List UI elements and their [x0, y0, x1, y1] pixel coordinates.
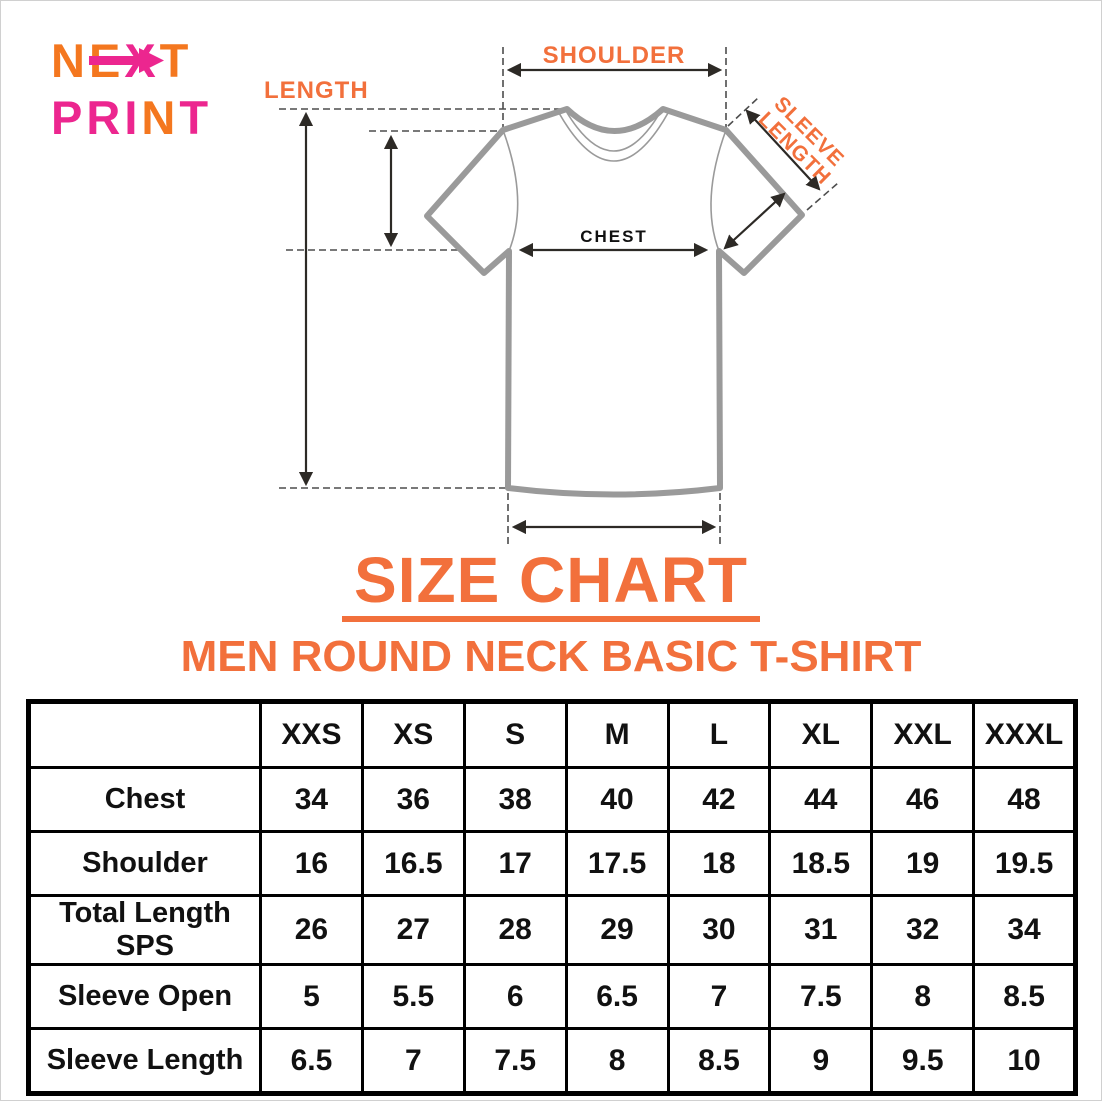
- size-column-header: XXXL: [972, 700, 1077, 769]
- size-column-header: XL: [768, 700, 874, 769]
- size-value-cell: 30: [666, 894, 772, 966]
- page-subtitle: MEN ROUND NECK BASIC T-SHIRT: [180, 632, 922, 681]
- size-column-header: XXS: [259, 700, 364, 769]
- collar-outer-line: [558, 112, 669, 162]
- size-value-cell: 7.5: [462, 1027, 568, 1095]
- size-value-cell: 18: [666, 830, 772, 897]
- measurement-arrows: [298, 62, 821, 535]
- size-value-cell: 28: [462, 894, 568, 966]
- sleeve-open-arrow: [723, 192, 786, 250]
- size-value-cell: 8: [870, 963, 976, 1030]
- size-value-cell: 17: [462, 830, 568, 897]
- brand-name-next: NEXT: [51, 35, 192, 87]
- table-row: Total Length SPS 26 27 28 29 30 31 32 34: [27, 894, 1077, 966]
- size-value-cell: 40: [564, 766, 670, 833]
- row-label: Total Length SPS: [27, 894, 262, 966]
- brand-arrow-icon: [89, 56, 141, 65]
- brand-arrow-head-icon: [139, 48, 164, 73]
- corner-cell: [27, 700, 262, 769]
- size-value-cell: 8.5: [972, 963, 1077, 1030]
- armhole-seam-right: [710, 129, 727, 252]
- size-value-cell: 9: [768, 1027, 874, 1095]
- page-title: SIZE CHART: [342, 548, 760, 622]
- size-value-cell: 19.5: [972, 830, 1077, 897]
- table-row: Chest 34 36 38 40 42 44 46 48: [27, 766, 1077, 833]
- size-value-cell: 17.5: [564, 830, 670, 897]
- row-label: Sleeve Open: [27, 963, 262, 1030]
- size-value-cell: 5.5: [360, 963, 466, 1030]
- size-table: XXS XS S M L XL XXL XXXL Chest 34 36 38 40 42 44 46 48 S…: [26, 699, 1078, 1096]
- size-value-cell: 18.5: [768, 830, 874, 897]
- size-column-header: XS: [360, 700, 466, 769]
- sleeve-length-arrow: [745, 109, 821, 191]
- tshirt-body-shape: [424, 106, 805, 498]
- size-value-cell: 7: [666, 963, 772, 1030]
- chest-label: CHEST: [580, 227, 648, 246]
- size-value-cell: 5: [259, 963, 364, 1030]
- size-value-cell: 8.5: [666, 1027, 772, 1095]
- row-label: Chest: [27, 766, 262, 833]
- size-table-body: Chest 34 36 38 40 42 44 46 48 Shoulder 16 16.5 17 17.…: [27, 766, 1077, 1095]
- size-value-cell: 6.5: [259, 1027, 364, 1095]
- table-row: Sleeve Open 5 5.5 6 6.5 7 7.5 8 8.5: [27, 963, 1077, 1030]
- size-value-cell: 34: [972, 894, 1077, 966]
- size-value-cell: 7: [360, 1027, 466, 1095]
- dashed-guide-line: [806, 182, 839, 211]
- size-value-cell: 26: [259, 894, 364, 966]
- size-value-cell: 44: [768, 766, 874, 833]
- size-value-cell: 38: [462, 766, 568, 833]
- dashed-guides: [279, 47, 839, 544]
- size-value-cell: 6.5: [564, 963, 670, 1030]
- tshirt-outline: [424, 106, 805, 498]
- size-value-cell: 10: [972, 1027, 1077, 1095]
- size-value-cell: 16: [259, 830, 364, 897]
- size-column-header: XXL: [870, 700, 976, 769]
- row-label: Sleeve Length: [27, 1027, 262, 1095]
- size-column-header: S: [462, 700, 568, 769]
- tshirt-measurement-diagram: SHOULDER LENGTH CHEST SLEEVE LENGTH: [264, 42, 849, 544]
- size-value-cell: 48: [972, 766, 1077, 833]
- size-value-cell: 31: [768, 894, 874, 966]
- table-row: Shoulder 16 16.5 17 17.5 18 18.5 19 19.5: [27, 830, 1077, 897]
- size-value-cell: 9.5: [870, 1027, 976, 1095]
- size-value-cell: 7.5: [768, 963, 874, 1030]
- size-value-cell: 27: [360, 894, 466, 966]
- armhole-seam-left: [502, 129, 519, 252]
- size-value-cell: 36: [360, 766, 466, 833]
- size-table-header: XXS XS S M L XL XXL XXXL: [27, 700, 1077, 769]
- dashed-guide-line: [727, 97, 759, 127]
- title-block: SIZE CHART MEN ROUND NECK BASIC T-SHIRT: [1, 548, 1101, 679]
- size-value-cell: 19: [870, 830, 976, 897]
- size-value-cell: 6: [462, 963, 568, 1030]
- collar-inner-line: [565, 110, 662, 152]
- table-row: Sleeve Length 6.5 7 7.5 8 8.5 9 9.5 10: [27, 1027, 1077, 1095]
- brand-name-print: PRINT: [51, 91, 212, 144]
- length-label: LENGTH: [264, 77, 369, 104]
- size-value-cell: 46: [870, 766, 976, 833]
- size-column-header: M: [564, 700, 670, 769]
- row-label: Shoulder: [27, 830, 262, 897]
- size-column-header: L: [666, 700, 772, 769]
- size-value-cell: 16.5: [360, 830, 466, 897]
- size-value-cell: 34: [259, 766, 364, 833]
- shoulder-label: SHOULDER: [543, 42, 686, 69]
- size-value-cell: 32: [870, 894, 976, 966]
- size-value-cell: 42: [666, 766, 772, 833]
- size-value-cell: 8: [564, 1027, 670, 1095]
- size-value-cell: 29: [564, 894, 670, 966]
- brand-logo: NEXT PRINT: [51, 35, 212, 144]
